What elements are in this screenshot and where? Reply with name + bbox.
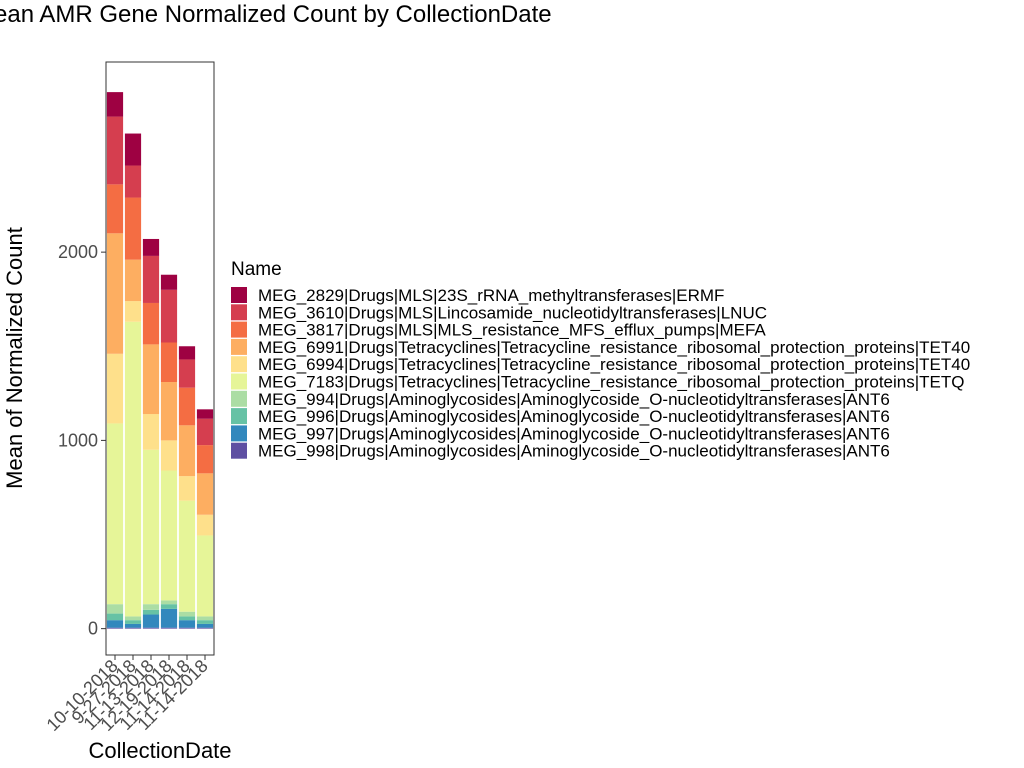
legend-label: MEG_6994|Drugs|Tetracyclines|Tetracyclin…: [258, 355, 970, 374]
bar-segment: [178, 500, 196, 612]
bar-segment: [160, 289, 178, 343]
bar-segment: [106, 604, 124, 614]
legend-label: MEG_3817|Drugs|MLS|MLS_resistance_MFS_ef…: [258, 321, 766, 340]
bar-segment: [178, 616, 196, 621]
bar-segment: [160, 342, 178, 383]
bar-segment: [160, 470, 178, 601]
bar-segment: [142, 414, 160, 450]
bar-segment: [178, 620, 196, 628]
bar-segment: [106, 92, 124, 117]
bar-segment: [160, 274, 178, 290]
bar-segment: [124, 627, 142, 629]
bar-segment: [142, 238, 160, 256]
y-tick-label: 2000: [58, 242, 98, 262]
bar-segment: [142, 344, 160, 415]
bar-segment: [178, 627, 196, 629]
bar-segment: [124, 620, 142, 624]
bar-segment: [124, 197, 142, 260]
bars-layer: [106, 92, 214, 629]
legend-key: [231, 287, 247, 303]
bar-segment: [106, 116, 124, 185]
legend-key: [231, 408, 247, 425]
legend-key: [231, 390, 247, 407]
bar-segment: [160, 608, 178, 628]
legend-label: MEG_6991|Drugs|Tetracyclines|Tetracyclin…: [258, 338, 970, 357]
y-tick-label: 1000: [58, 430, 98, 450]
legend-label: MEG_994|Drugs|Aminoglycosides|Aminoglyco…: [258, 390, 890, 409]
bar-segment: [106, 233, 124, 354]
bar-segment: [160, 440, 178, 471]
bar-segment: [196, 627, 214, 629]
bar-segment: [178, 346, 196, 360]
y-axis: 0 1000 2000: [58, 242, 106, 639]
bar-segment: [106, 423, 124, 605]
bar-segment: [124, 321, 142, 617]
bar-segment: [160, 604, 178, 609]
legend-label: MEG_997|Drugs|Aminoglycosides|Aminoglyco…: [258, 424, 890, 443]
legend-key: [231, 373, 247, 390]
legend-title: Name: [231, 259, 282, 280]
bar-segment: [160, 382, 178, 441]
legend-label: MEG_7183|Drugs|Tetracyclines|Tetracyclin…: [258, 373, 964, 392]
bar-segment: [178, 359, 196, 388]
bar-segment: [142, 255, 160, 303]
bar-segment: [142, 449, 160, 605]
legend-key: [231, 321, 247, 338]
legend-label: MEG_998|Drugs|Aminoglycosides|Aminoglyco…: [258, 442, 890, 461]
bar-segment: [106, 627, 124, 629]
bar-segment: [178, 476, 196, 501]
bar-segment: [142, 604, 160, 610]
y-axis-title: Mean of Normalized Count: [2, 227, 27, 489]
bar-segment: [142, 609, 160, 615]
bar-segment: [106, 613, 124, 621]
bar-segment: [142, 302, 160, 345]
bar-segment: [178, 611, 196, 617]
legend-key: [231, 442, 247, 459]
bar-segment: [142, 614, 160, 628]
bar-segment: [124, 616, 142, 621]
plot-panel-border: [105, 61, 215, 656]
bar-segment: [196, 535, 214, 617]
bar-segment: [196, 473, 214, 515]
legend-key: [231, 338, 247, 355]
legend: MEG_2829|Drugs|MLS|23S_rRNA_methyltransf…: [231, 286, 970, 461]
legend-label: MEG_2829|Drugs|MLS|23S_rRNA_methyltransf…: [258, 286, 724, 305]
legend-label: MEG_3610|Drugs|MLS|Lincosamide_nucleotid…: [258, 303, 767, 322]
bar-segment: [160, 627, 178, 629]
bar-segment: [106, 620, 124, 628]
legend-key: [231, 304, 247, 321]
y-tick-label: 0: [88, 619, 98, 639]
bar-segment: [196, 418, 214, 446]
bar-segment: [106, 353, 124, 424]
bar-segment: [178, 387, 196, 426]
bar-segment: [196, 620, 214, 624]
bar-segment: [178, 425, 196, 477]
bar-segment: [124, 133, 142, 166]
x-axis-title: CollectionDate: [88, 738, 231, 763]
bar-segment: [196, 514, 214, 536]
bar-segment: [196, 616, 214, 621]
bar-segment: [196, 623, 214, 628]
bar-segment: [124, 623, 142, 628]
bar-segment: [196, 409, 214, 419]
bar-segment: [142, 627, 160, 629]
bar-segment: [196, 445, 214, 474]
bar-segment: [106, 184, 124, 234]
bar-segment: [160, 600, 178, 605]
legend-label: MEG_996|Drugs|Aminoglycosides|Aminoglyco…: [258, 407, 890, 426]
bar-segment: [124, 301, 142, 322]
x-axis: 10-10-20189-27-201811-13-201812-19-20181…: [43, 655, 212, 735]
bar-segment: [124, 165, 142, 198]
bar-segment: [124, 259, 142, 302]
legend-key: [231, 425, 247, 442]
chart-title: Mean AMR Gene Normalized Count by Collec…: [0, 1, 552, 28]
legend-key: [231, 356, 247, 373]
